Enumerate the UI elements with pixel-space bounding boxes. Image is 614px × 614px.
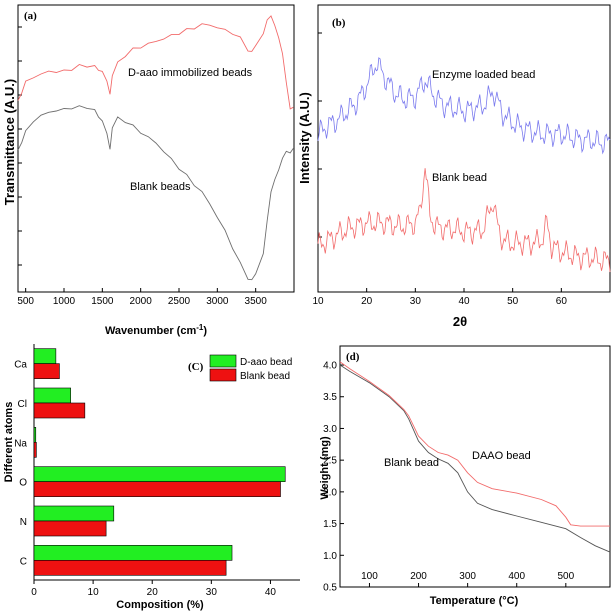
panel-b-x-ticks: 10 20 30 40 50 60	[312, 288, 567, 307]
panel-c-bar-ca-1	[33, 363, 60, 379]
panel-d-series	[339, 361, 611, 553]
panel-a-x-tick-label-3: 2000	[130, 296, 153, 307]
panel-a-series	[17, 15, 294, 281]
panel-c-legend-label-0: D-aao bead	[240, 357, 292, 368]
panel-d-x-tick-label-4: 500	[557, 571, 574, 582]
panel-d-x-tick-label-0: 100	[361, 571, 378, 582]
panel-d-y-tick-label-2: 1.5	[323, 519, 337, 530]
panel-a-ftir: (a) 500 1000 1500 2000 2500 3000 3500 D-aao im…	[2, 4, 295, 337]
panel-c-x-tick-label-0: 0	[31, 587, 37, 598]
panel-c-x-tick-label-1: 10	[88, 587, 100, 598]
panel-a-x-tick-label-0: 500	[17, 296, 34, 307]
panel-c-bar-na-1	[33, 442, 37, 458]
panel-a-annotation-daao: D-aao immobilized beads	[128, 67, 253, 79]
panel-a-series-line-0	[17, 15, 294, 110]
panel-a-label: (a)	[24, 10, 37, 22]
panel-c-category-o: O	[19, 478, 27, 489]
panel-b-x-tick-label-0: 10	[312, 296, 324, 307]
panel-c-bar-o-0	[33, 466, 286, 482]
panel-b-x-label: 2θ	[453, 314, 467, 329]
panel-b-series	[317, 57, 611, 273]
panel-c-label: (C)	[188, 361, 204, 373]
panel-d-annotation-blank: Blank bead	[384, 457, 439, 469]
panel-a-y-ticks	[18, 26, 22, 266]
panel-c-legend-swatch-1	[209, 368, 237, 382]
panel-a-y-label: Transmittance (A.U.)	[2, 79, 17, 205]
panel-a-x-label: Wavenumber (cm-1)	[105, 323, 207, 337]
panel-a-x-tick-label-6: 3500	[245, 296, 268, 307]
panel-d-tga: (d) 100 200 300 400 500 0.5 1.0 1.5 2.0 2.5 3.0 3.…	[319, 345, 611, 607]
panel-c-x-tick-label-4: 40	[265, 587, 277, 598]
panel-c-bar-na-0	[33, 427, 37, 443]
panel-b-label: (b)	[332, 17, 346, 29]
panel-c-bar-cl-0	[33, 387, 71, 404]
panel-b-x-tick-label-2: 30	[410, 296, 422, 307]
panel-b-annotation-enzyme: Enzyme loaded bead	[432, 69, 535, 81]
panel-d-y-tick-label-7: 4.0	[323, 361, 337, 372]
panel-a-frame	[17, 4, 295, 293]
panel-d-x-tick-label-1: 200	[410, 571, 427, 582]
panel-d-y-ticks: 0.5 1.0 1.5 2.0 2.5 3.0 3.5 4.0	[323, 361, 344, 594]
panel-c-bar-o-1	[33, 481, 281, 497]
panel-d-x-tick-label-2: 300	[459, 571, 476, 582]
panel-b-x-tick-label-4: 50	[507, 296, 519, 307]
panel-c-category-cl: Cl	[18, 399, 27, 410]
panel-a-x-ticks: 500 1000 1500 2000 2500 3000 3500	[17, 288, 267, 307]
panel-d-x-label: Temperature (°C)	[430, 595, 519, 607]
panel-c-x-ticks: 0 10 20 30 40	[31, 580, 276, 598]
panel-c-legend-swatch-0	[209, 354, 237, 368]
panel-b-frame	[317, 4, 611, 293]
panel-d-y-tick-label-6: 3.5	[323, 392, 337, 403]
panel-c-legend-label-1: Blank bead	[240, 371, 290, 382]
panel-d-y-tick-label-5: 3.0	[323, 424, 337, 435]
panel-c-bar-c-1	[33, 560, 227, 576]
panel-d-series-line-0	[339, 364, 611, 553]
panel-c-bars	[33, 348, 286, 576]
panel-b-series-line-0	[317, 57, 611, 155]
panel-b-x-tick-label-5: 60	[556, 296, 568, 307]
panel-d-y-tick-label-3: 2.0	[323, 487, 337, 498]
panel-c-category-na: Na	[14, 438, 27, 449]
panel-c-category-c: C	[20, 556, 27, 567]
panel-c-category-n: N	[20, 517, 27, 528]
panel-a-x-tick-label-4: 2500	[168, 296, 191, 307]
panel-c-bar-c-0	[33, 545, 233, 561]
panel-d-y-label: Weight (mg)	[319, 436, 331, 500]
panel-d-x-tick-label-3: 400	[508, 571, 525, 582]
panel-b-xrd: (b) 10 20 30 40 50 60 Enzyme loaded bead Blan…	[297, 4, 611, 329]
panel-c-category-ca: Ca	[14, 360, 27, 371]
panel-c-y-label: Different atoms	[3, 402, 15, 483]
panel-a-x-tick-label-2: 1500	[91, 296, 114, 307]
panel-b-x-tick-label-3: 40	[458, 296, 470, 307]
panel-a-annotation-blank: Blank beads	[130, 181, 191, 193]
panel-a-series-line-1	[17, 105, 294, 281]
panel-d-frame	[339, 345, 611, 588]
panel-c-legend: D-aao bead Blank bead	[209, 354, 292, 382]
panel-c-bar-n-1	[33, 520, 107, 537]
panel-b-series-line-1	[317, 168, 611, 273]
panel-c-bar-n-0	[33, 505, 115, 522]
panel-c-category-labels: Ca Cl Na O N C	[14, 360, 27, 568]
panel-d-x-ticks: 100 200 300 400 500	[361, 571, 575, 587]
panel-d-y-tick-label-1: 1.0	[323, 551, 337, 562]
panel-d-series-line-1	[339, 361, 610, 527]
panel-c-bar-cl-1	[33, 402, 86, 419]
panel-b-annotation-blank: Blank bead	[432, 172, 487, 184]
panel-d-label: (d)	[346, 351, 360, 363]
panel-c-x-tick-label-3: 30	[206, 587, 218, 598]
panel-a-x-tick-label-5: 3000	[206, 296, 229, 307]
panel-c-x-label: Composition (%)	[116, 599, 204, 611]
panel-c-bar-ca-0	[33, 348, 57, 364]
panel-d-y-tick-label-4: 2.5	[323, 456, 337, 467]
panel-c-x-tick-label-2: 20	[147, 587, 159, 598]
panel-b-x-tick-label-1: 20	[361, 296, 373, 307]
panel-b-y-label: Intensity (A.U.)	[297, 92, 312, 184]
panel-a-x-tick-label-1: 1000	[53, 296, 76, 307]
panel-d-annotation-daao: DAAO bead	[472, 450, 531, 462]
panel-d-y-tick-label-0: 0.5	[323, 583, 337, 594]
panel-c-composition: (C) Ca Cl Na O N C 0 10 20 30 40 D-aao bead Blank …	[3, 344, 300, 611]
